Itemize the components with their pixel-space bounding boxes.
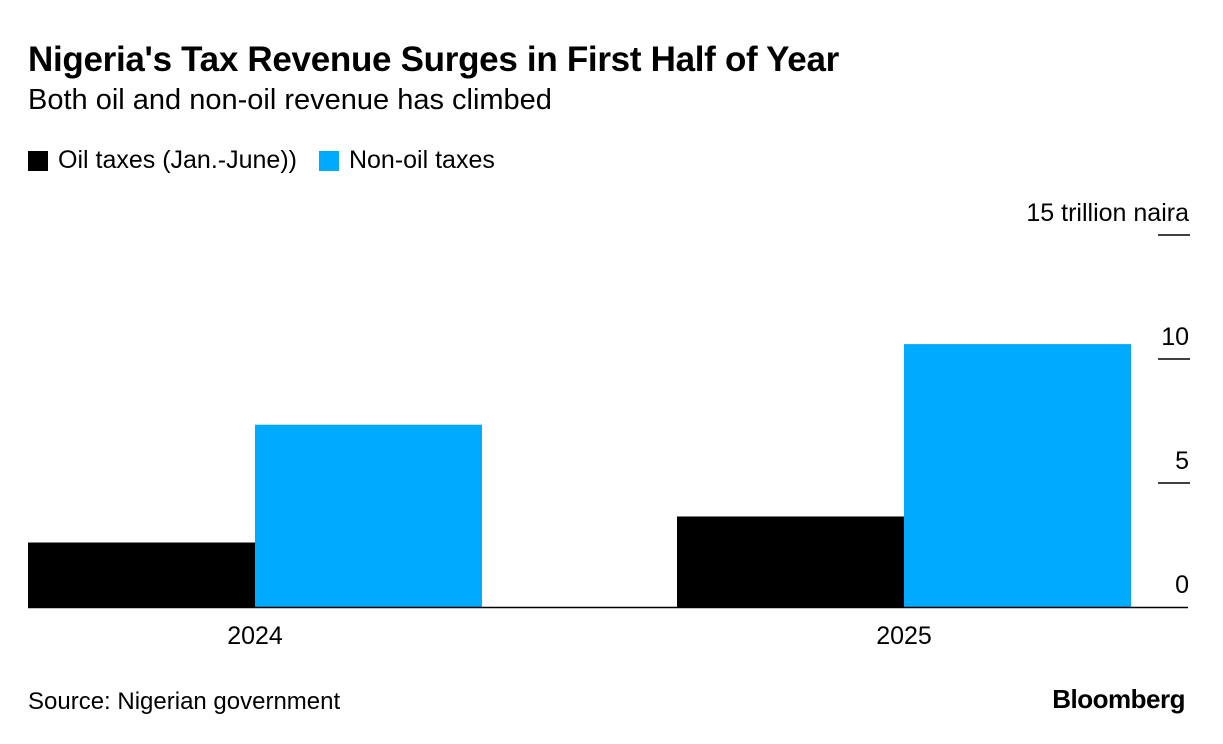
legend-swatch-oil [28,150,48,171]
brand-logo: Bloomberg [1052,684,1185,714]
legend-item-oil: Oil taxes (Jan.-June)) [28,146,297,175]
y-tick-label-5: 5 [1175,447,1189,475]
legend-label-non-oil: Non-oil taxes [348,146,495,174]
y-tick-label-0: 0 [1175,571,1189,599]
source-note: Source: Nigerian government [28,688,341,715]
legend-item-non-oil: Non-oil taxes [318,146,495,175]
y-tick-label-15: 15 trillion naira [1026,199,1189,227]
legend-swatch-non-oil [318,150,339,171]
y-tick-label-10: 10 [1161,323,1189,351]
bar-oil-2025 [677,516,904,607]
legend-label-oil: Oil taxes (Jan.-June)) [58,146,297,174]
x-tick-label-2025: 2025 [876,622,932,650]
bar-oil-2024 [28,542,255,607]
legend: Oil taxes (Jan.-June)) Non-oil taxes [28,146,517,175]
bar-non-oil-2025 [904,344,1131,607]
bar-non-oil-2024 [255,424,482,607]
x-tick-label-2024: 2024 [227,622,283,650]
chart-title: Nigeria's Tax Revenue Surges in First Ha… [28,40,839,79]
chart-subtitle: Both oil and non-oil revenue has climbed [28,84,552,116]
